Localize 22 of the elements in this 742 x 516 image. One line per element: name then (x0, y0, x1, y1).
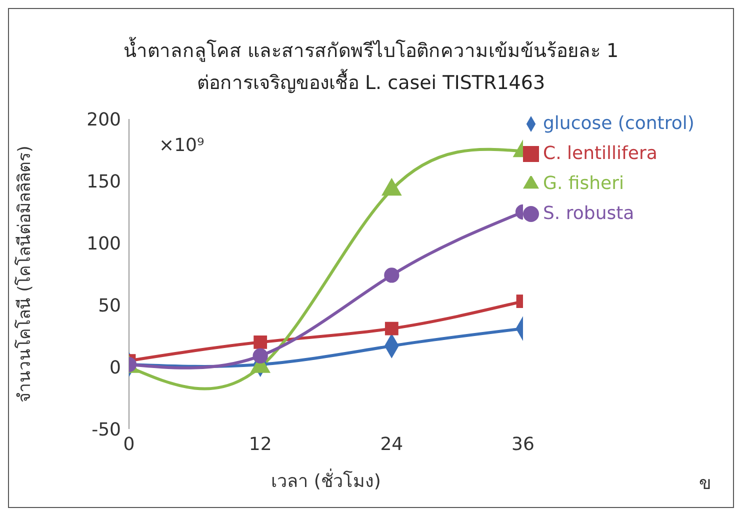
y-tick-label: 0 (110, 357, 121, 378)
text: ข (699, 472, 711, 496)
y-tick-label: 50 (98, 295, 121, 316)
y-tick-label: 100 (86, 233, 121, 254)
annotation: ×10⁹ (159, 135, 204, 156)
legend-label: G. fisheri (543, 173, 624, 194)
chart-subtitle: ต่อการเจริญของเชื้อ L. casei TISTR1463 (196, 68, 546, 96)
chart-title: น้ำตาลกลูโคส และสารสกัดพรีไบโอติกความเข้มข้นร้อยละ 1 (122, 36, 620, 64)
y-tick-label: 200 (86, 109, 121, 130)
legend-label: glucose (control) (543, 113, 694, 134)
x-tick-label: 36 (512, 434, 534, 455)
point (384, 268, 400, 283)
point (252, 348, 268, 364)
y-tick-label: -50 (92, 419, 121, 440)
y-tick-label: 150 (86, 171, 121, 192)
legend-label: S. robusta (543, 203, 634, 224)
x-tick-label: 24 (380, 434, 404, 455)
x-axis-title: เวลา (ชั่วโมง) (271, 468, 381, 492)
x-tick-label: 12 (248, 434, 272, 455)
legend-label: C. lentillifera (543, 143, 658, 164)
y-axis-title: จำนวนโคโลนี (โคโลนีต่อมิลลิลิตร) (14, 146, 36, 402)
x-tick-label: 0 (123, 434, 135, 455)
